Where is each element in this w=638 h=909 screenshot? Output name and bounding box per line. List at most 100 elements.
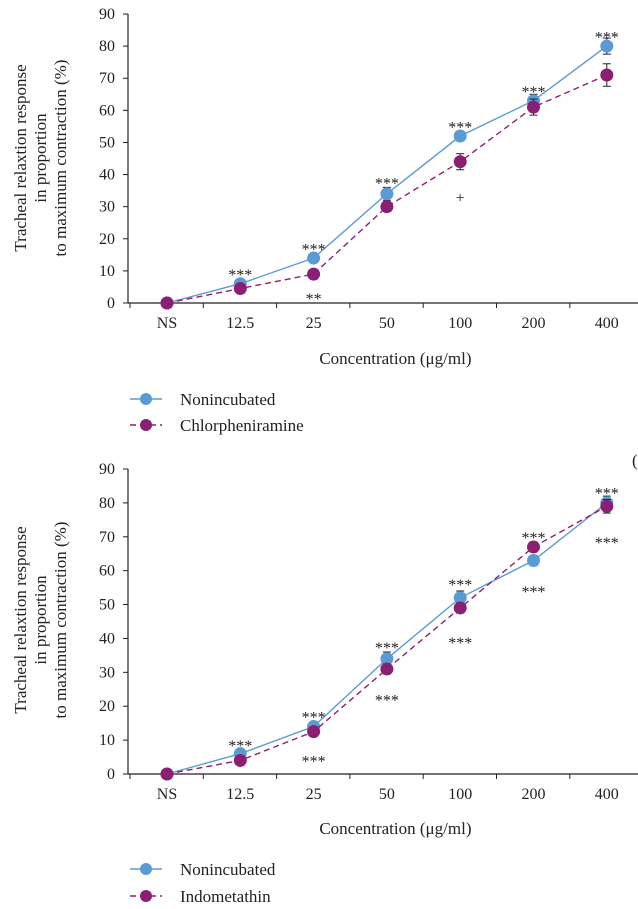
x-axis-label: Concentration (μg/ml) bbox=[319, 349, 471, 368]
y-tick-label: 0 bbox=[107, 295, 115, 312]
data-point bbox=[307, 725, 321, 739]
significance-marker: *** bbox=[228, 267, 252, 284]
y-axis-label-line: Tracheal relaxtion response bbox=[11, 64, 30, 251]
x-tick-label: 50 bbox=[379, 786, 395, 803]
y-tick-label: 30 bbox=[99, 664, 115, 681]
significance-marker: *** bbox=[595, 486, 619, 503]
y-axis-label: Tracheal relaxtion responsein proportion… bbox=[11, 522, 70, 719]
x-tick-label: 400 bbox=[595, 315, 619, 332]
x-tick-label: 100 bbox=[448, 786, 472, 803]
data-point bbox=[527, 554, 540, 567]
legend-marker bbox=[140, 393, 152, 405]
significance-marker: *** bbox=[302, 241, 326, 258]
y-axis-label-line: to maximum contraction (%) bbox=[51, 60, 70, 257]
significance-marker: *** bbox=[228, 738, 252, 755]
legend-item: Indometathin bbox=[130, 887, 271, 906]
legend-label: Indometathin bbox=[180, 887, 271, 906]
series-2 bbox=[160, 63, 614, 310]
y-tick-label: 0 bbox=[107, 766, 115, 783]
data-point bbox=[233, 282, 247, 296]
series-2 bbox=[160, 499, 614, 781]
legend-item: Nonincubated bbox=[130, 860, 276, 879]
y-tick-label: 50 bbox=[99, 597, 115, 614]
y-tick-label: 80 bbox=[99, 38, 115, 55]
y-axis-label-line: Tracheal relaxtion response bbox=[11, 526, 30, 713]
y-tick-label: 90 bbox=[99, 6, 115, 23]
data-point bbox=[600, 499, 614, 513]
x-tick-label: 25 bbox=[306, 786, 322, 803]
data-point bbox=[160, 296, 174, 310]
significance-marker: *** bbox=[375, 176, 399, 193]
legend-marker bbox=[140, 419, 152, 431]
significance-marker: *** bbox=[448, 577, 472, 594]
data-point bbox=[380, 652, 394, 666]
legend-label: Nonincubated bbox=[180, 860, 276, 879]
data-point bbox=[453, 591, 467, 605]
y-tick-label: 10 bbox=[99, 732, 115, 749]
x-tick-label: NS bbox=[157, 786, 177, 803]
y-tick-label: 10 bbox=[99, 263, 115, 280]
x-tick-label: NS bbox=[157, 315, 177, 332]
y-tick-label: 20 bbox=[99, 698, 115, 715]
chart-panel-2: 0 10 20 30 40 50 60 70 80 90 NS 12.5 25 50 100 200 400 Co… bbox=[11, 461, 638, 906]
y-axis-label-line: in proportion bbox=[31, 113, 50, 203]
data-point bbox=[160, 767, 174, 781]
significance-marker: *** bbox=[522, 84, 546, 101]
y-axis-label-line: to maximum contraction (%) bbox=[51, 522, 70, 719]
significance-marker: *** bbox=[448, 635, 472, 652]
legend-label: Nonincubated bbox=[180, 390, 276, 409]
chart-panel-1: 0 10 20 30 40 50 60 70 80 90 NS 12.5 25 50 100 200 400 Co… bbox=[11, 6, 638, 435]
x-tick-label: 12.5 bbox=[226, 315, 254, 332]
data-point bbox=[453, 129, 467, 143]
x-tick-label: 100 bbox=[448, 315, 472, 332]
data-point bbox=[453, 155, 467, 169]
data-point bbox=[307, 251, 321, 265]
panel-label: ( bbox=[632, 451, 638, 470]
significance-marker: + bbox=[456, 190, 465, 207]
y-tick-label: 90 bbox=[99, 461, 115, 478]
x-tick-label: 200 bbox=[522, 315, 546, 332]
data-point bbox=[453, 601, 467, 615]
legend-item: Nonincubated bbox=[130, 390, 276, 409]
data-point bbox=[600, 39, 614, 53]
significance-marker: *** bbox=[302, 709, 326, 726]
x-tick-label: 400 bbox=[595, 786, 619, 803]
data-point bbox=[380, 187, 394, 201]
significance-marker: *** bbox=[375, 692, 399, 709]
data-point bbox=[600, 68, 614, 82]
y-tick-label: 70 bbox=[99, 529, 115, 546]
x-tick-label: 50 bbox=[379, 315, 395, 332]
data-point bbox=[380, 662, 394, 676]
significance-marker: *** bbox=[595, 29, 619, 46]
x-tick-label: 200 bbox=[522, 786, 546, 803]
legend-label: Chlorpheniramine bbox=[180, 416, 304, 435]
data-point bbox=[307, 267, 321, 281]
significance-marker: *** bbox=[448, 119, 472, 136]
y-tick-label: 60 bbox=[99, 563, 115, 580]
x-tick-label: 12.5 bbox=[226, 786, 254, 803]
y-tick-label: 30 bbox=[99, 199, 115, 216]
y-tick-label: 20 bbox=[99, 231, 115, 248]
significance-marker: ** bbox=[306, 291, 322, 308]
y-tick-label: 50 bbox=[99, 134, 115, 151]
legend-marker bbox=[140, 890, 152, 902]
y-tick-label: 60 bbox=[99, 102, 115, 119]
x-axis-label: Concentration (μg/ml) bbox=[319, 819, 471, 838]
y-tick-label: 80 bbox=[99, 495, 115, 512]
x-tick-label: 25 bbox=[306, 315, 322, 332]
y-tick-label: 40 bbox=[99, 167, 115, 184]
data-point bbox=[527, 100, 540, 114]
y-axis-label-line: in proportion bbox=[31, 575, 50, 665]
significance-marker: *** bbox=[375, 640, 399, 657]
legend-marker bbox=[140, 863, 152, 875]
y-tick-label: 40 bbox=[99, 630, 115, 647]
legend-item: Chlorpheniramine bbox=[130, 416, 304, 435]
significance-marker: *** bbox=[522, 530, 546, 547]
y-axis-label: Tracheal relaxtion responsein proportion… bbox=[11, 60, 70, 257]
significance-marker: *** bbox=[302, 753, 326, 770]
significance-marker: *** bbox=[595, 535, 619, 552]
data-point bbox=[233, 753, 247, 767]
data-point bbox=[380, 200, 394, 214]
y-tick-label: 70 bbox=[99, 70, 115, 87]
